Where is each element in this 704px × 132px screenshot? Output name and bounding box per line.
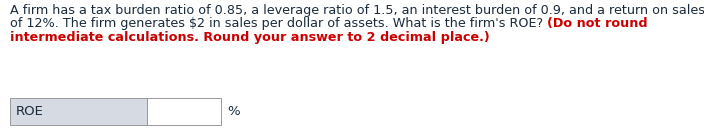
Text: %: %: [227, 105, 240, 118]
Text: of 12%. The firm generates $2 in sales per dollar of assets. What is the firm's : of 12%. The firm generates $2 in sales p…: [10, 17, 547, 30]
FancyBboxPatch shape: [147, 98, 221, 125]
Text: (Do not round: (Do not round: [547, 17, 648, 30]
Text: A firm has a tax burden ratio of 0.85, a leverage ratio of 1.5, an interest burd: A firm has a tax burden ratio of 0.85, a…: [10, 4, 704, 17]
Text: ROE: ROE: [15, 105, 44, 118]
FancyBboxPatch shape: [10, 98, 147, 125]
Text: intermediate calculations. Round your answer to 2 decimal place.): intermediate calculations. Round your an…: [10, 31, 489, 44]
